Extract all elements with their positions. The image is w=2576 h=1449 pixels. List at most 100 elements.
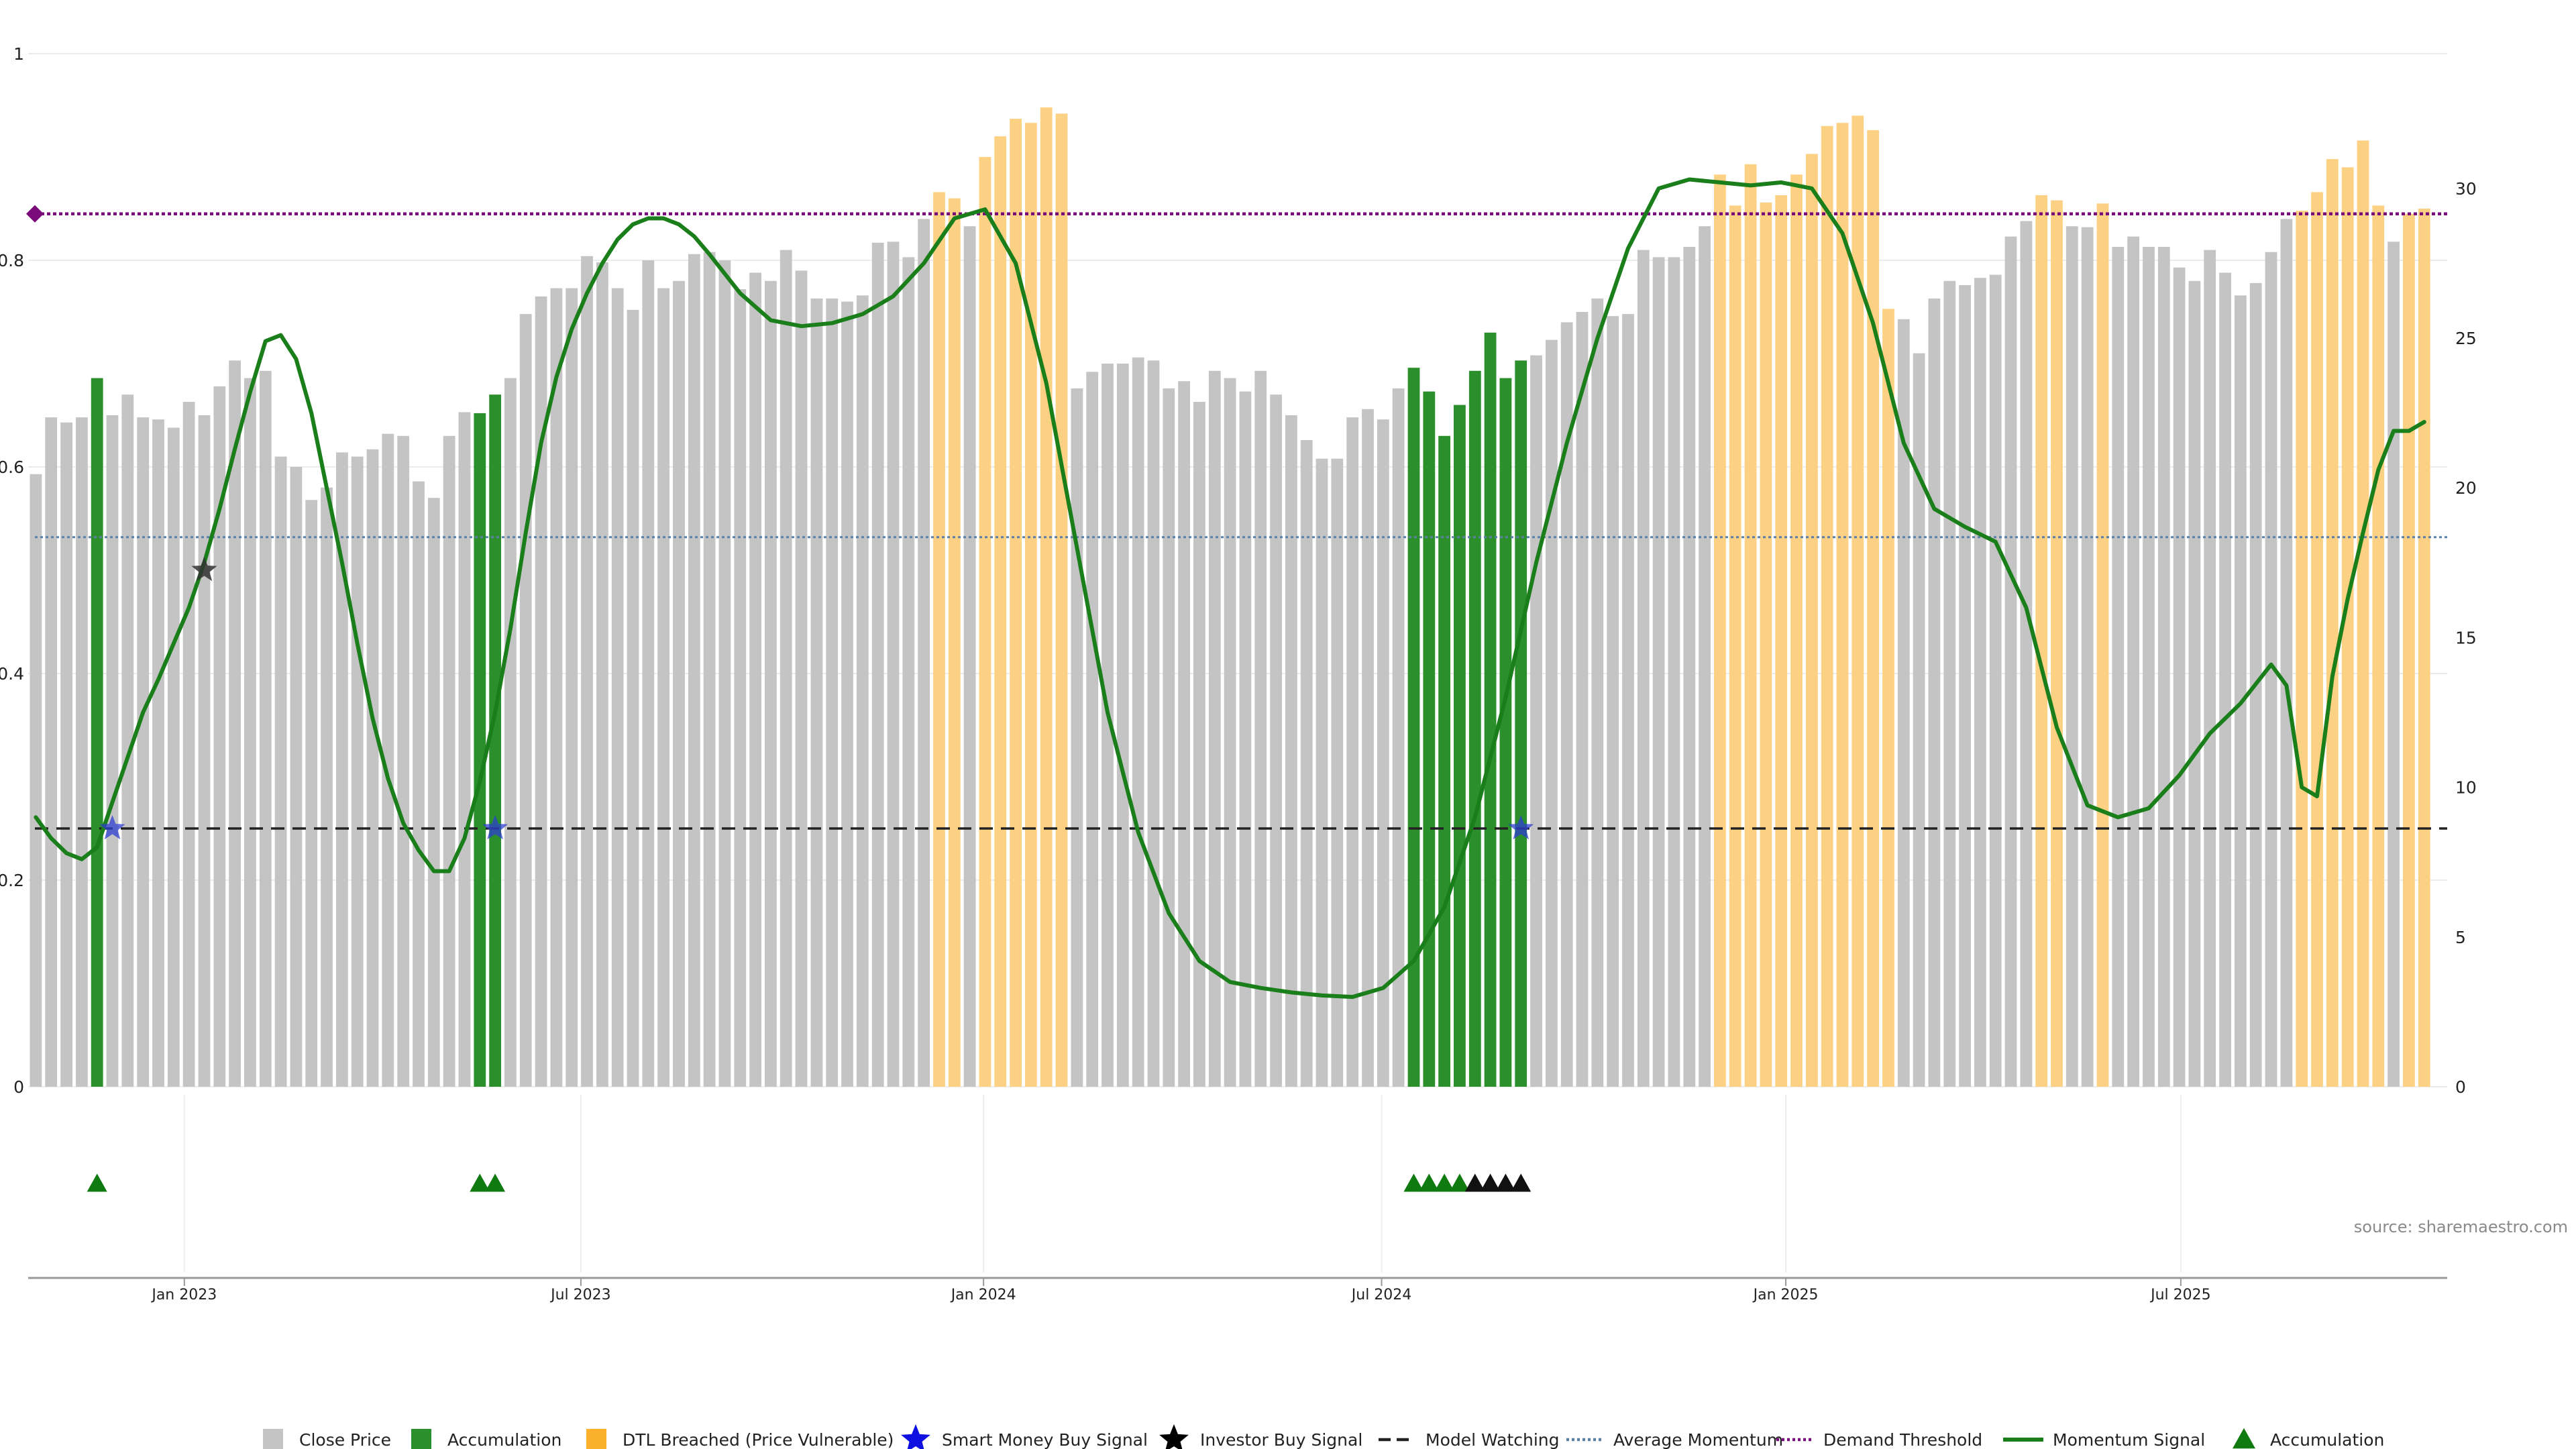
dtl-breached-bar — [979, 157, 991, 1087]
close-price-bar — [1239, 391, 1252, 1087]
x-axis-tick-label: Jul 2023 — [549, 1287, 611, 1303]
legend-triangle-icon — [2233, 1428, 2255, 1449]
close-price-bar — [1622, 314, 1634, 1087]
close-price-bar — [810, 299, 823, 1087]
close-price-bar — [581, 256, 593, 1087]
close-price-bar — [734, 289, 747, 1087]
close-price-bar — [76, 417, 88, 1087]
close-price-bar — [30, 474, 42, 1087]
dtl-breached-bar — [1806, 154, 1818, 1087]
close-price-bar — [1132, 357, 1144, 1087]
close-price-bar — [1377, 419, 1389, 1087]
close-price-bar — [550, 288, 563, 1087]
close-price-bar — [856, 295, 869, 1087]
legend-item: Momentum Signal — [2003, 1430, 2205, 1449]
accumulation-triangle-icon — [1434, 1173, 1455, 1192]
left-axis-tick-label: 0.8 — [0, 251, 24, 270]
close-price-bar — [137, 417, 150, 1087]
accumulation-triangle-icon — [87, 1173, 107, 1192]
close-price-bar — [963, 226, 976, 1087]
close-price-bar — [1392, 388, 1405, 1087]
close-price-bar — [274, 456, 287, 1087]
close-price-bar — [213, 386, 226, 1087]
close-price-bar — [2081, 227, 2094, 1087]
dtl-breached-bar — [948, 198, 961, 1087]
close-price-bar — [458, 412, 471, 1087]
close-price-bar — [1102, 364, 1114, 1087]
accumulation-bar — [1407, 368, 1420, 1087]
legend-star-icon — [901, 1424, 930, 1449]
dtl-breached-bar — [2403, 213, 2415, 1087]
dtl-breached-bar — [1040, 107, 1053, 1087]
close-price-bar — [413, 481, 425, 1087]
dtl-breached-bar — [2372, 205, 2385, 1087]
right-axis-tick-label: 15 — [2455, 628, 2477, 647]
close-price-bar — [1254, 370, 1267, 1087]
close-price-bar — [290, 467, 303, 1087]
close-price-bar — [596, 262, 608, 1087]
close-price-bar — [2235, 295, 2247, 1087]
legend-label: Momentum Signal — [2053, 1430, 2205, 1449]
close-price-bar — [244, 378, 256, 1087]
legend-square-icon — [586, 1429, 606, 1449]
close-price-bar — [1530, 355, 1542, 1087]
close-price-bar — [566, 288, 578, 1087]
dtl-breached-bar — [2418, 209, 2430, 1087]
legend-item: Investor Buy Signal — [1159, 1424, 1362, 1449]
close-price-bar — [1928, 299, 1941, 1087]
accumulation-bar — [1454, 405, 1466, 1087]
dtl-breached-bar — [2326, 159, 2339, 1087]
left-axis-tick-label: 0 — [13, 1077, 24, 1097]
close-price-bar — [887, 241, 900, 1087]
close-price-bar — [336, 452, 348, 1087]
legend-label: Close Price — [299, 1430, 391, 1449]
close-price-bar — [535, 296, 547, 1087]
legend-label: Model Watching — [1426, 1430, 1560, 1449]
legend-label: Investor Buy Signal — [1200, 1430, 1362, 1449]
close-price-bar — [718, 260, 731, 1087]
close-price-bar — [1346, 417, 1359, 1087]
close-price-bar — [1316, 458, 1328, 1087]
close-price-bar — [1116, 364, 1129, 1087]
close-price-bar — [841, 301, 853, 1087]
close-price-bar — [2127, 236, 2139, 1087]
close-price-bar — [1071, 388, 1083, 1087]
close-price-bar — [2188, 280, 2201, 1087]
close-price-bar — [2004, 236, 2017, 1087]
smart-money-buy-star-icon — [99, 815, 125, 840]
accumulation-triangle-icon — [1449, 1173, 1470, 1192]
demand-threshold-marker — [26, 205, 44, 223]
signal-markers — [87, 557, 1534, 1192]
legend-item: Accumulation — [411, 1429, 561, 1449]
close-price-bar — [1362, 409, 1374, 1087]
smart-money-buy-star-icon — [1508, 815, 1534, 840]
close-price-bar — [902, 257, 915, 1087]
left-axis-tick-label: 0.2 — [0, 871, 24, 890]
legend-label: Average Momentum — [1613, 1430, 1783, 1449]
close-price-bar — [106, 415, 119, 1087]
close-price-bar — [443, 435, 455, 1087]
investor-buy-star-icon — [191, 557, 217, 582]
close-price-bar — [198, 415, 211, 1087]
close-price-bar — [1560, 322, 1573, 1087]
close-price-bar — [2112, 247, 2125, 1087]
legend-label: Accumulation — [2270, 1430, 2384, 1449]
close-price-bar — [2387, 241, 2400, 1087]
close-price-bar — [1591, 299, 1604, 1087]
close-price-bar — [152, 419, 164, 1087]
accumulation-triangle-icon — [485, 1173, 506, 1192]
close-price-bar — [1546, 339, 1558, 1087]
accumulation-triangle-icon — [1480, 1173, 1501, 1192]
close-price-bar — [611, 288, 624, 1087]
legend-square-icon — [263, 1429, 283, 1449]
close-price-bar — [1974, 278, 1986, 1087]
close-price-bar — [688, 254, 700, 1087]
close-price-bar — [749, 272, 761, 1087]
close-price-bar — [918, 219, 930, 1087]
accumulation-triangle-icon — [1403, 1173, 1424, 1192]
close-price-bar — [321, 487, 333, 1087]
close-price-bar — [229, 360, 241, 1087]
left-axis-tick-label: 0.4 — [0, 664, 24, 684]
dtl-breached-bar — [1821, 125, 1833, 1087]
